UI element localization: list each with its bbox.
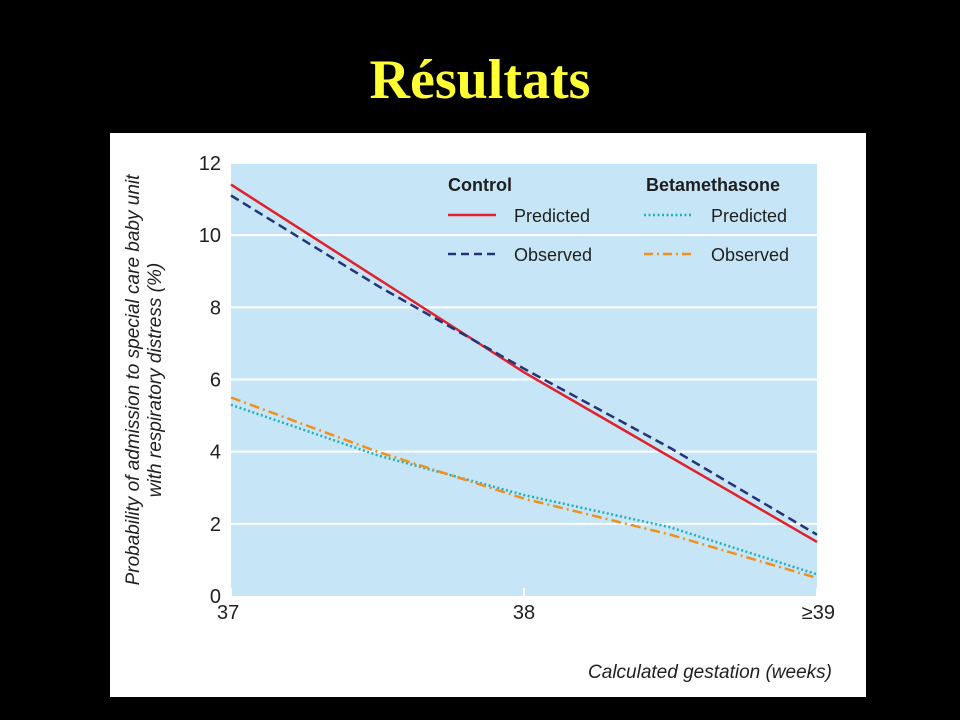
x-tick-label: ≥39 (802, 602, 835, 624)
series-line-control-observed (230, 194, 818, 536)
y-tick-label: 4 (210, 442, 221, 464)
series-lines (230, 183, 818, 580)
slide-title: Résultats (369, 49, 591, 111)
line-chart: 0 2 4 6 8 10 12 37 38 ≥39 Probability of admissi… (123, 153, 835, 683)
y-tick-label: 12 (199, 153, 221, 175)
legend-group-control: Control (448, 175, 512, 195)
y-axis-label-line-2: with respiratory distress (%) (145, 263, 166, 497)
y-tick-label: 10 (199, 225, 221, 247)
legend-label-beta-predicted: Predicted (711, 206, 787, 226)
x-axis-label: Calculated gestation (weeks) (588, 662, 832, 683)
y-axis-ticks: 0 2 4 6 8 10 12 (199, 153, 221, 608)
y-tick-label: 6 (210, 370, 221, 392)
x-tick-label: 38 (513, 602, 535, 624)
y-tick-label: 8 (210, 297, 221, 319)
series-line-betamethasone-observed (230, 396, 818, 580)
legend-label-beta-observed: Observed (711, 245, 789, 265)
series-line-control-predicted (230, 183, 818, 543)
x-axis-ticks: 37 38 ≥39 (217, 588, 835, 624)
legend-group-betamethasone: Betamethasone (646, 175, 780, 195)
series-line-betamethasone-predicted (230, 403, 818, 576)
legend: Control Betamethasone Predicted Observed… (448, 175, 789, 265)
grid-lines (231, 162, 817, 525)
chart-panel: 0 2 4 6 8 10 12 37 38 ≥39 Probability of admissi… (110, 133, 866, 697)
x-tick-label: 37 (217, 602, 239, 624)
y-axis-label: Probability of admission to special care… (123, 174, 166, 586)
y-tick-label: 0 (210, 586, 221, 608)
legend-label-control-observed: Observed (514, 245, 592, 265)
legend-label-control-predicted: Predicted (514, 206, 590, 226)
y-tick-label: 2 (210, 514, 221, 536)
y-axis-label-line-1: Probability of admission to special care… (123, 174, 144, 586)
